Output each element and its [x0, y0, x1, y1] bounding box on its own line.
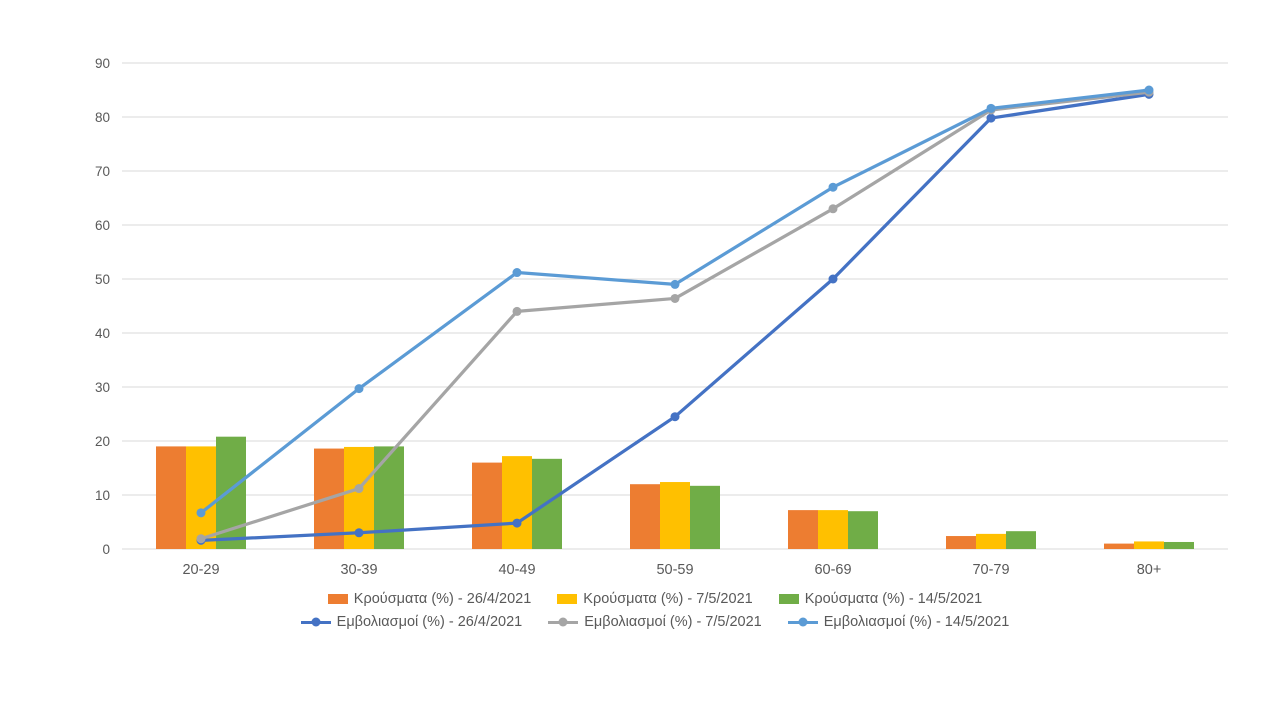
- x-axis-category-label: 60-69: [814, 562, 851, 578]
- bar: [690, 485, 720, 549]
- line-marker: [354, 484, 364, 494]
- line-marker: [512, 518, 522, 528]
- legend-bar-swatch: [778, 594, 799, 604]
- bar: [946, 536, 976, 549]
- legend-label: Εμβολιασμοί (%) - 14/5/2021: [823, 614, 1010, 630]
- y-axis-tick-label: 0: [102, 542, 110, 557]
- legend-label: Κρούσματα (%) - 26/4/2021: [353, 591, 532, 607]
- bar: [660, 482, 690, 549]
- bar: [630, 484, 660, 549]
- legend-item: Εμβολιασμοί (%) - 14/5/2021: [787, 614, 1010, 630]
- y-axis-tick-label: 20: [95, 434, 110, 449]
- y-axis-tick-label: 80: [95, 110, 110, 125]
- bar: [186, 446, 216, 549]
- y-axis-tick-label: 40: [95, 326, 110, 341]
- bar: [472, 462, 502, 549]
- legend-item: Κρούσματα (%) - 7/5/2021: [557, 591, 753, 607]
- combo-chart-plot-area: 0 10 20 30 40 50 60 70 80 90 20-29 30-39 40-49 50-59 6…: [95, 56, 1228, 578]
- x-axis-category-label: 20-29: [182, 562, 219, 578]
- bar: [788, 510, 818, 549]
- bar: [1134, 541, 1164, 549]
- line-marker: [354, 528, 364, 538]
- legend-line-marker-swatch: [548, 617, 579, 627]
- line-marker: [828, 274, 838, 284]
- line-marker: [196, 508, 206, 518]
- line-marker: [670, 279, 680, 289]
- legend-label: Κρούσματα (%) - 7/5/2021: [583, 591, 753, 607]
- line-marker: [670, 293, 680, 303]
- y-axis-tick-label: 30: [95, 380, 110, 395]
- y-axis-tick-label: 90: [95, 56, 110, 71]
- bar: [848, 511, 878, 549]
- legend-marker-dot: [558, 617, 568, 627]
- y-axis-tick-label: 60: [95, 218, 110, 233]
- legend-item: Κρούσματα (%) - 26/4/2021: [327, 591, 532, 607]
- x-axis-category-label: 40-49: [498, 562, 535, 578]
- chart-legend: Κρούσματα (%) - 26/4/2021 Κρούσματα (%) -…: [30, 591, 1280, 630]
- y-axis-tick-label: 50: [95, 272, 110, 287]
- legend-label: Κρούσματα (%) - 14/5/2021: [804, 591, 983, 607]
- legend-row-vaccinations: Εμβολιασμοί (%) - 26/4/2021 Εμβολιασμοί (…: [300, 614, 1010, 630]
- line-marker: [828, 204, 838, 214]
- bar: [976, 533, 1006, 549]
- bar: [374, 446, 404, 549]
- bar: [156, 446, 186, 549]
- legend-line-marker-swatch: [787, 617, 818, 627]
- legend-marker-dot: [798, 617, 808, 627]
- legend-marker-dot: [311, 617, 321, 627]
- line-marker: [828, 182, 838, 192]
- line-marker: [512, 268, 522, 278]
- legend-item: Κρούσματα (%) - 14/5/2021: [778, 591, 983, 607]
- line-marker: [670, 412, 680, 422]
- x-axis-category-label: 80+: [1137, 562, 1162, 578]
- legend-label: Εμβολιασμοί (%) - 7/5/2021: [584, 614, 762, 630]
- legend-label: Εμβολιασμοί (%) - 26/4/2021: [336, 614, 523, 630]
- legend-line-marker-swatch: [300, 617, 331, 627]
- x-axis-category-label: 50-59: [656, 562, 693, 578]
- line-marker: [986, 113, 996, 123]
- bar: [1006, 531, 1036, 549]
- y-axis-tick-label: 70: [95, 164, 110, 179]
- line-marker: [1144, 85, 1154, 95]
- bar: [1164, 541, 1194, 549]
- bar: [502, 456, 532, 549]
- legend-item: Εμβολιασμοί (%) - 26/4/2021: [300, 614, 523, 630]
- legend-bar-swatch: [327, 594, 348, 604]
- bar: [818, 510, 848, 549]
- x-axis-category-label: 70-79: [972, 562, 1009, 578]
- y-axis-tick-label: 10: [95, 488, 110, 503]
- line-marker: [196, 534, 206, 544]
- x-axis-category-label: 30-39: [340, 562, 377, 578]
- line-marker: [986, 103, 996, 113]
- line-marker: [354, 384, 364, 394]
- line-marker: [512, 306, 522, 316]
- legend-bar-swatch: [557, 594, 578, 604]
- legend-item: Εμβολιασμοί (%) - 7/5/2021: [548, 614, 762, 630]
- legend-row-cases: Κρούσματα (%) - 26/4/2021 Κρούσματα (%) -…: [327, 591, 983, 607]
- bar: [1104, 543, 1134, 549]
